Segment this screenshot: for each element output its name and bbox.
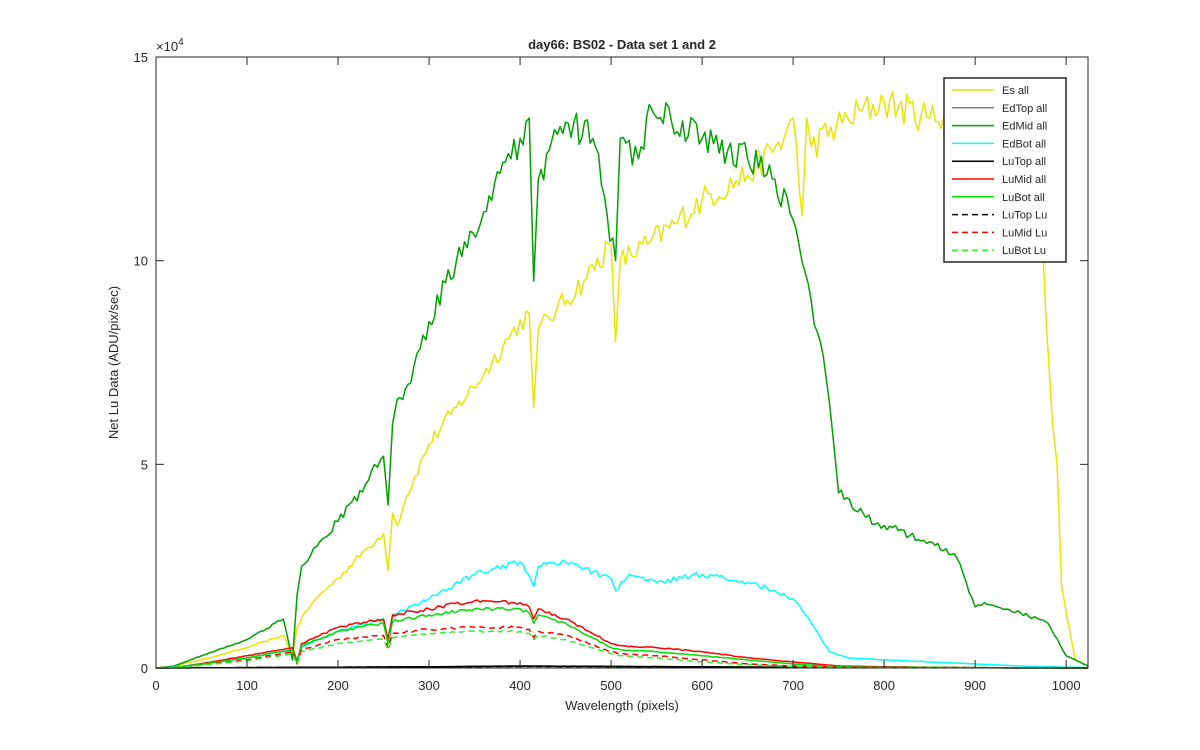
legend: Es all EdTop all EdMid all EdBot all LuTop a…: [943, 77, 1067, 263]
plot-area: [156, 57, 1088, 668]
series-line-edbot-all: [155, 559, 1089, 669]
legend-label: Es all: [1002, 85, 1029, 97]
x-axis-label: Wavelength (pixels): [565, 698, 679, 713]
x-tick-label: 0: [152, 678, 159, 693]
legend-label: LuBot all: [1002, 192, 1045, 204]
y-axis-label: Net Lu Data (ADU/pix/sec): [106, 286, 121, 439]
x-tick-label: 600: [691, 678, 713, 693]
axes-layer: 0 100 200 300 400 500 600 700 800 900 1000 0 5 10 15: [134, 50, 1089, 693]
series-line-lutop-lu: [156, 665, 1088, 669]
y-tick-label: 0: [141, 661, 148, 676]
x-tick-label: 200: [327, 678, 349, 693]
legend-label: LuBot Lu: [1002, 245, 1046, 257]
x-tick-label: 700: [782, 678, 804, 693]
chart-title: day66: BS02 - Data set 1 and 2: [528, 37, 716, 52]
y-tick-label: 10: [134, 254, 148, 269]
x-tick-label: 400: [509, 678, 531, 693]
y-tick-label: 5: [141, 457, 148, 472]
x-tick-label: 900: [964, 678, 986, 693]
x-tick-label: 1000: [1052, 678, 1081, 693]
series-line-edmid-all: [155, 102, 1089, 669]
legend-label: LuTop all: [1002, 156, 1046, 168]
legend-box: [943, 77, 1067, 263]
y-tick-label: 15: [134, 50, 148, 65]
legend-label: EdBot all: [1002, 138, 1046, 150]
legend-label: LuMid all: [1002, 174, 1046, 186]
x-tick-label: 500: [600, 678, 622, 693]
y-exponent-power: 4: [178, 37, 184, 48]
x-tick-label: 300: [418, 678, 440, 693]
legend-label: EdMid all: [1002, 121, 1047, 133]
x-tick-label: 800: [873, 678, 895, 693]
series-line-es-all: [155, 84, 1089, 669]
x-tick-label: 100: [236, 678, 258, 693]
axes-box: [155, 56, 1089, 669]
y-exponent-base: ×10: [156, 39, 178, 54]
legend-label: LuMid Lu: [1002, 227, 1047, 239]
legend-label: LuTop Lu: [1002, 210, 1047, 222]
legend-label: EdTop all: [1002, 103, 1047, 115]
y-axis-exponent: ×104: [156, 37, 184, 54]
